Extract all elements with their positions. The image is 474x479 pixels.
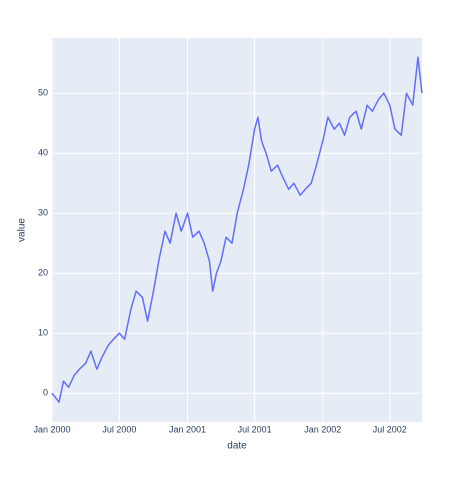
y-tick-label: 50 (38, 88, 48, 98)
y-axis-title: value (17, 218, 28, 242)
y-tick-label: 20 (38, 268, 48, 278)
y-tick-label: 40 (38, 148, 48, 158)
x-tick-label: Jul 2001 (238, 424, 272, 434)
x-tick-label: Jan 2001 (169, 424, 206, 434)
x-tick-label: Jan 2000 (33, 424, 70, 434)
x-tick-label: Jul 2000 (102, 424, 136, 434)
x-tick-label: Jan 2002 (304, 424, 341, 434)
x-tick-label: Jul 2002 (373, 424, 407, 434)
y-tick-label: 10 (38, 328, 48, 338)
y-tick-label: 30 (38, 208, 48, 218)
line-series (51, 56, 423, 403)
x-axis-title: date (227, 441, 247, 452)
y-tick-label: 0 (43, 388, 48, 398)
plot-area (52, 38, 422, 422)
